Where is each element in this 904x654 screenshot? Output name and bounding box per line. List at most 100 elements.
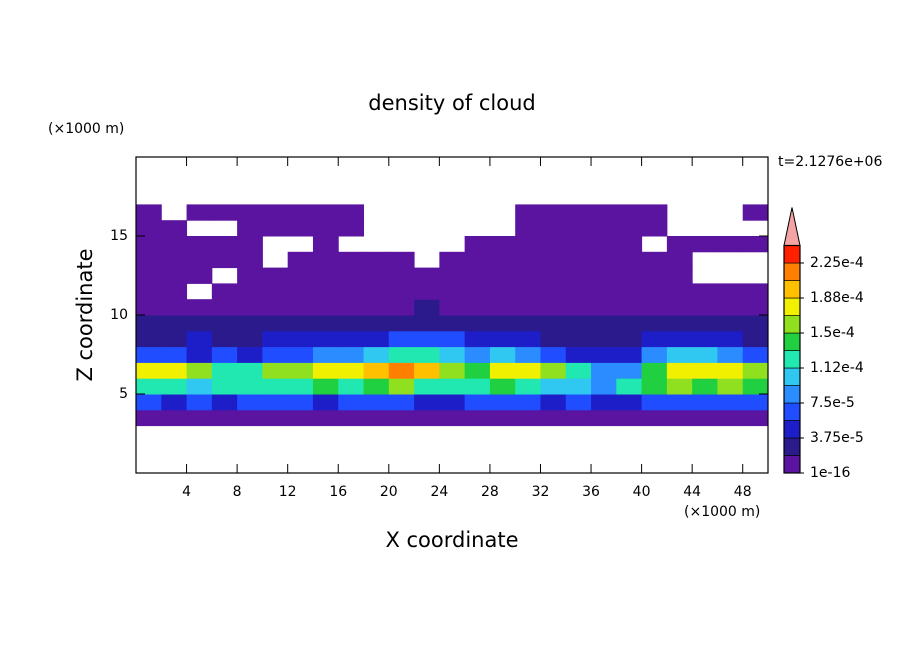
contour-cell (666, 236, 693, 253)
contour-cell (287, 409, 314, 427)
contour-cell (464, 251, 491, 269)
contour-cell (742, 330, 769, 348)
contour-cell (489, 394, 516, 411)
contour-cell (540, 346, 567, 363)
colorbar-tick-label: 1.88e-4 (810, 290, 864, 306)
x-tick-label: 16 (329, 484, 347, 500)
contour-cell (363, 315, 390, 332)
contour-cell (161, 378, 188, 395)
contour-cell (363, 394, 390, 411)
contour-cell (186, 251, 213, 269)
contour-cell (287, 394, 314, 411)
contour-cell (211, 330, 238, 348)
contour-cell (287, 378, 314, 395)
contour-cell (464, 299, 491, 316)
contour-cell (515, 236, 541, 253)
contour-cell (540, 362, 567, 379)
contour-cell (439, 394, 466, 411)
contour-cell (136, 378, 162, 395)
contour-cell (312, 378, 339, 395)
contour-cell (515, 378, 541, 395)
contour-cell (641, 220, 668, 237)
x-tick-label: 8 (233, 484, 242, 500)
x-tick-label: 4 (182, 484, 191, 500)
contour-cell (565, 315, 592, 332)
contour-cell (312, 299, 339, 316)
contour-cell (161, 330, 188, 348)
contour-cell (666, 346, 693, 363)
contour-cell (464, 346, 491, 363)
contour-cell (312, 251, 339, 269)
colorbar-tick-label: 1e-16 (810, 465, 850, 481)
contour-cell (211, 283, 238, 300)
y-tick-label: 5 (119, 386, 128, 402)
contour-cell (692, 299, 718, 316)
contour-cell (388, 346, 415, 363)
contour-cell (338, 394, 365, 411)
contour-cell (489, 409, 516, 427)
contour-cell (591, 236, 617, 253)
contour-cell (666, 315, 693, 332)
contour-cell (211, 315, 238, 332)
contour-cell (186, 394, 213, 411)
colorbar-tick-label: 1.5e-4 (810, 325, 855, 341)
contour-cell (262, 409, 289, 427)
contour-cell (515, 394, 541, 411)
contour-cell (414, 362, 440, 379)
contour-cell (237, 378, 263, 395)
contour-cell (641, 409, 668, 427)
colorbar-band (783, 402, 801, 421)
contour-cell (363, 346, 390, 363)
contour-cell (312, 362, 339, 379)
contour-cell (641, 204, 668, 221)
contour-cell (312, 394, 339, 411)
contour-cell (692, 236, 718, 253)
contour-cell (287, 346, 314, 363)
contour-cell (388, 299, 415, 316)
contour-cell (591, 346, 617, 363)
contour-cell (186, 362, 213, 379)
contour-cell (136, 299, 162, 316)
x-tick-label: 24 (430, 484, 448, 500)
contour-cell (414, 378, 440, 395)
contour-cell (363, 267, 390, 284)
contour-cell (666, 299, 693, 316)
contour-cell (363, 283, 390, 300)
contour-cell (338, 204, 365, 221)
colorbar-tick-label: 2.25e-4 (810, 255, 864, 271)
contour-cell (211, 378, 238, 395)
contour-cell (489, 330, 516, 348)
contour-cell (742, 299, 769, 316)
contour-cell (591, 409, 617, 427)
contour-cell (692, 315, 718, 332)
contour-cell (161, 267, 188, 284)
x-unit: (×1000 m) (684, 504, 760, 520)
colorbar-band (783, 350, 801, 369)
contour-cell (287, 283, 314, 300)
colorbar-band (783, 262, 801, 281)
contour-cell (363, 362, 390, 379)
contour-cell (186, 267, 213, 284)
contour-cell (312, 283, 339, 300)
contour-cell (262, 378, 289, 395)
colorbar-band (783, 315, 801, 334)
y-tick-label: 15 (110, 228, 128, 244)
contour-cell (489, 283, 516, 300)
contour-cell (287, 362, 314, 379)
contour-cell (565, 267, 592, 284)
colorbar-frame (783, 244, 801, 474)
contour-cell (540, 220, 567, 237)
contour-cell (136, 283, 162, 300)
contour-cell (591, 251, 617, 269)
contour-cell (262, 394, 289, 411)
y-unit: (×1000 m) (48, 121, 124, 137)
contour-cell (338, 267, 365, 284)
contour-cell (237, 204, 263, 221)
contour-cell (414, 267, 440, 284)
contour-cell (489, 315, 516, 332)
contour-cell (515, 251, 541, 269)
contour-cell (338, 346, 365, 363)
contour-cell (161, 236, 188, 253)
contour-cell (591, 378, 617, 395)
contour-cell (312, 220, 339, 237)
